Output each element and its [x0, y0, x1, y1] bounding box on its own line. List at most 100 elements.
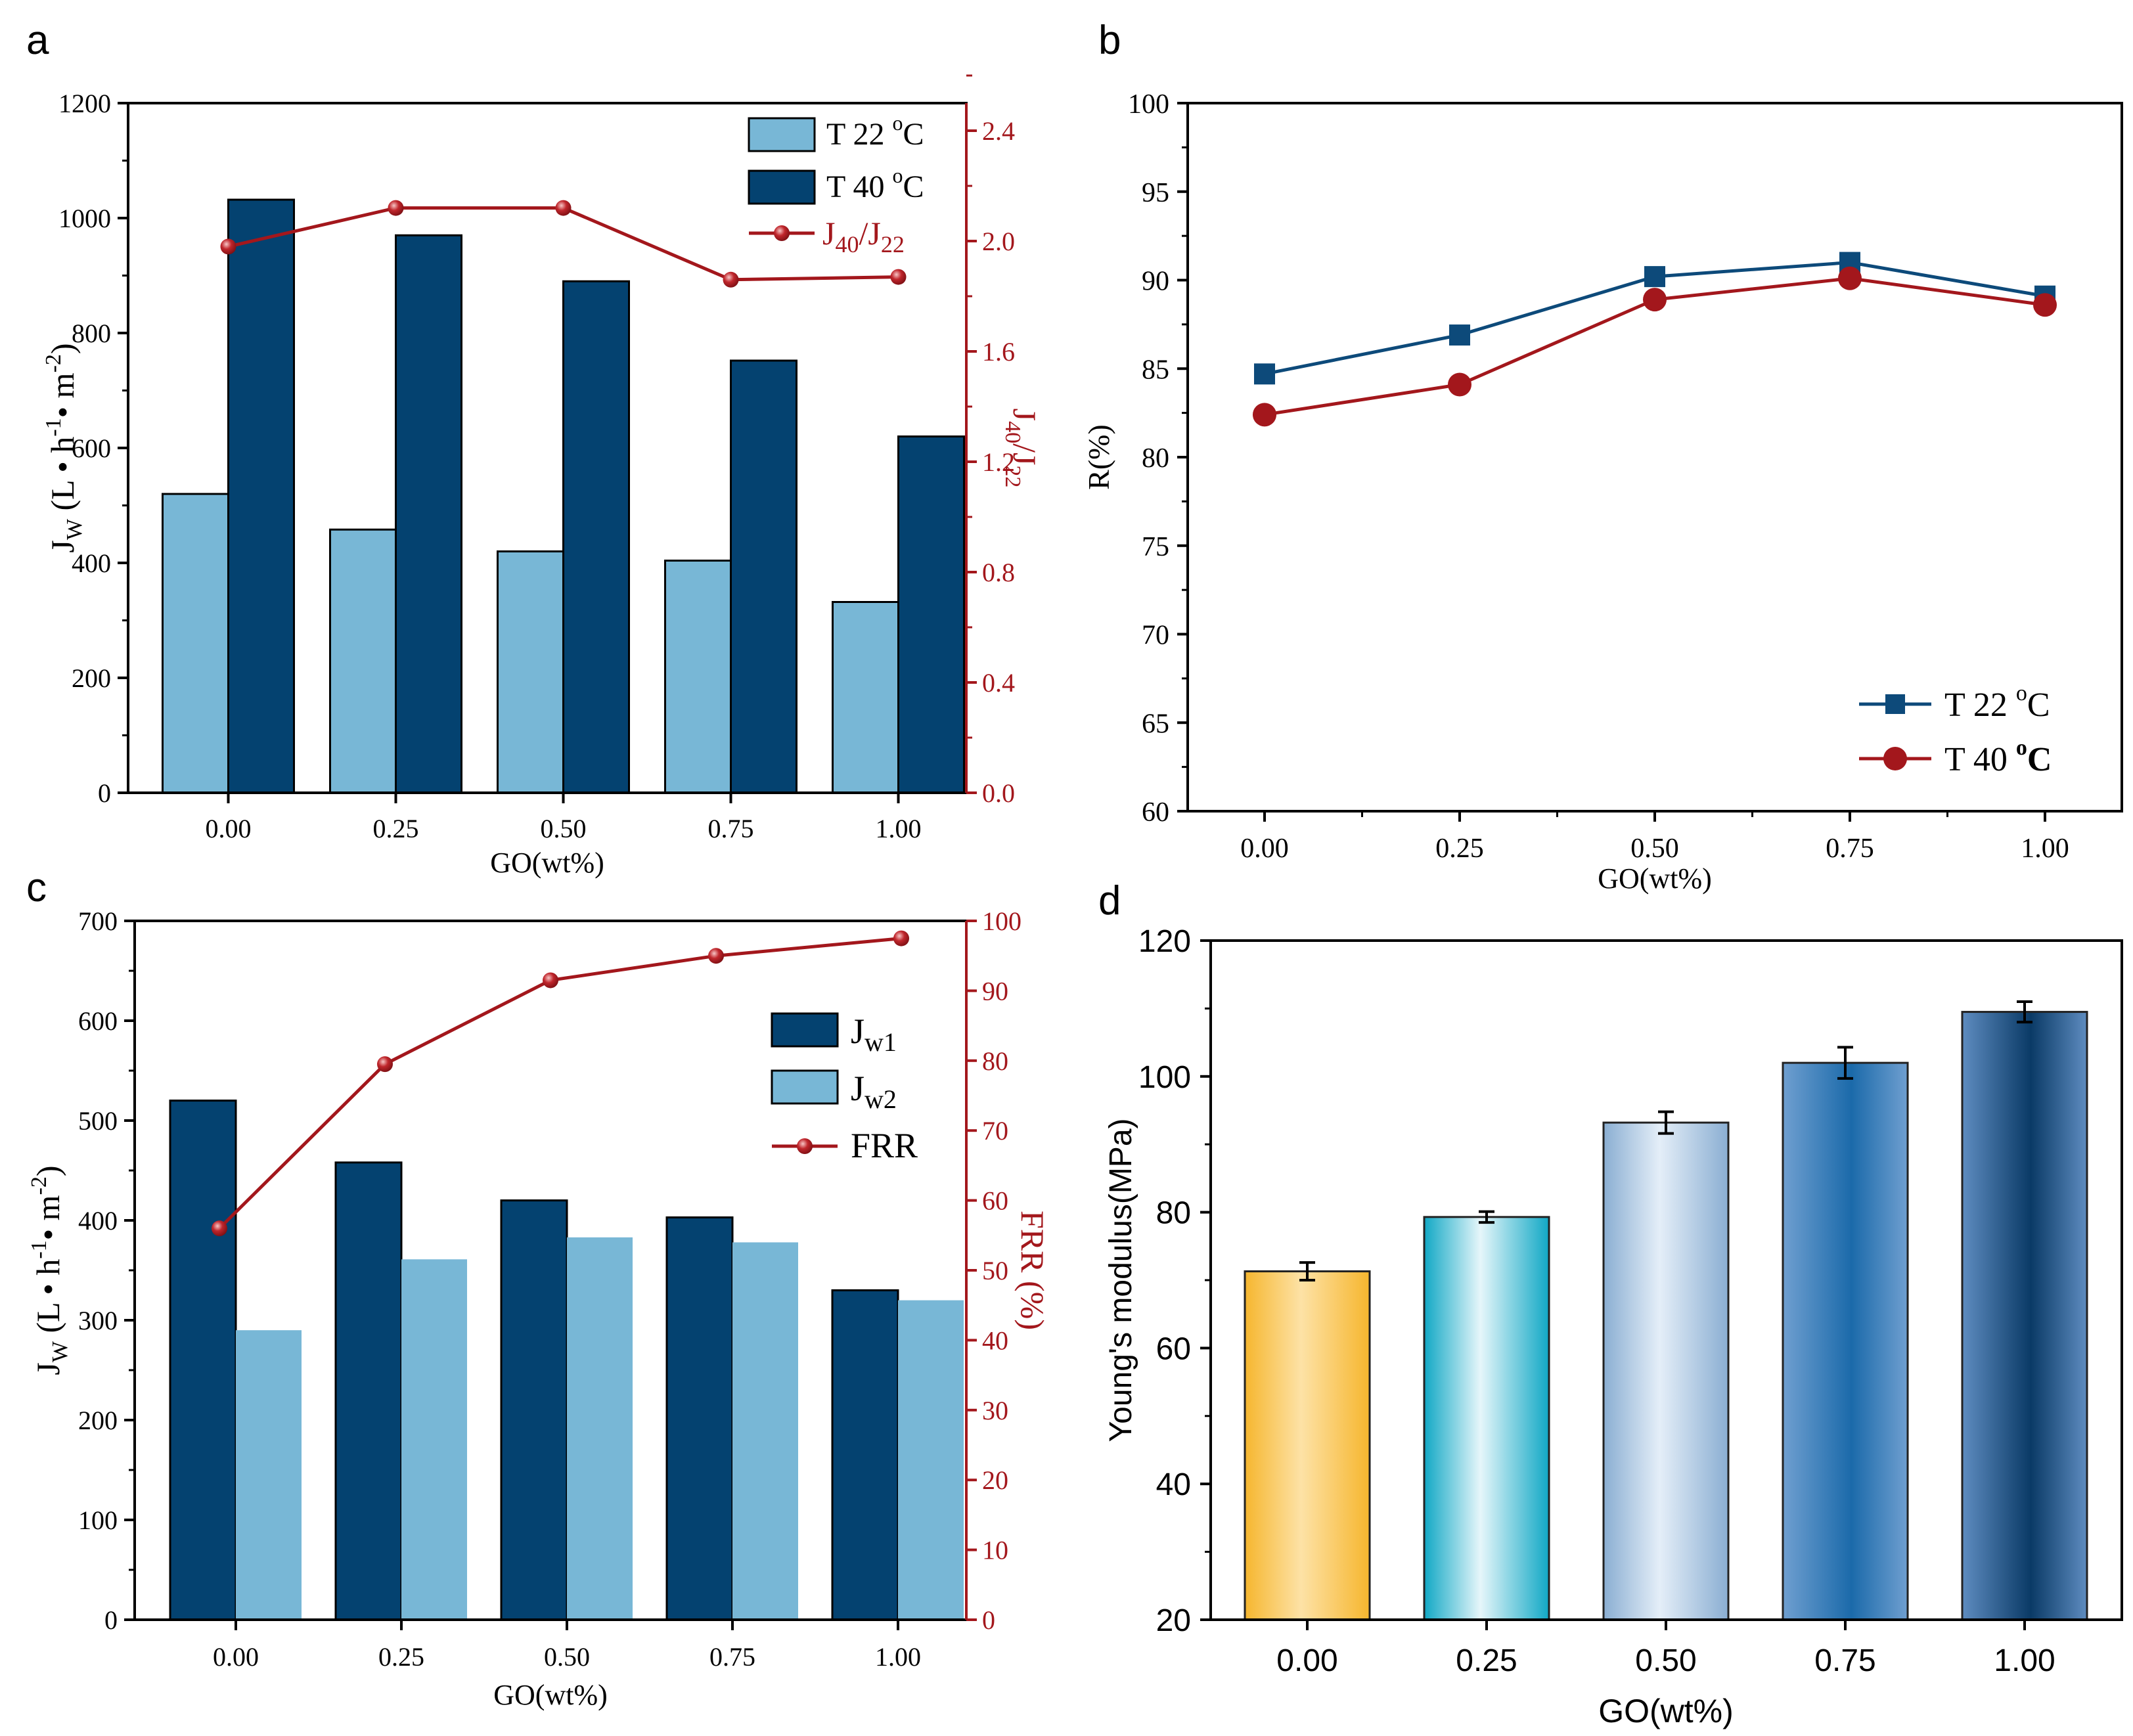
chart-c-bars [169, 1100, 964, 1621]
chart-a-xlabel: GO(wt%) [490, 847, 604, 879]
chart-b-y-ticks: 60 65 70 75 80 85 90 95 100 [1128, 89, 1188, 828]
bar-a-t22-4 [832, 601, 899, 794]
tick-label-b-y-5: 85 [1142, 355, 1169, 385]
tick-label-b-x-3: 0.75 [1826, 834, 1874, 864]
legend-marker-t22 [1885, 694, 1905, 714]
panel-label-c: c [26, 865, 47, 910]
point-c-frr-3 [708, 948, 724, 964]
marker-b-t22-2 [1644, 266, 1665, 288]
tick-label-c-y2-7: 70 [982, 1116, 1008, 1146]
panel-d: 20 40 60 80 100 120 0.00 0.25 0.50 0.75 1.00 GO(w… [1104, 924, 2123, 1729]
tick-label-d-y-2: 60 [1156, 1331, 1191, 1366]
tick-label-d-x-1: 0.25 [1456, 1643, 1517, 1678]
chart-a-bars [162, 198, 965, 794]
tick-label-c-y2-1: 10 [982, 1536, 1008, 1565]
bar-c-jw1-2 [500, 1199, 568, 1621]
tick-label-c-y-6: 600 [78, 1006, 118, 1036]
tick-label-c-y2-10: 100 [982, 906, 1022, 936]
chart-d-ylabel: Young's modulus(MPa) [1104, 1119, 1138, 1442]
chart-a-ylabel: JW (L • h-1• m-2) [41, 343, 87, 552]
tick-label-c-y-0: 0 [104, 1605, 118, 1635]
chart-c-x-ticks: 0.00 0.25 0.50 0.75 1.00 [213, 1620, 921, 1672]
tick-label-c-y2-9: 90 [982, 976, 1008, 1006]
chart-d-x-ticks: 0.00 0.25 0.50 0.75 1.00 [1276, 1620, 2055, 1678]
legend-marker-ratio [774, 225, 790, 241]
marker-b-t40-2 [1643, 288, 1667, 312]
chart-c-y2label: FRR (%) [1014, 1211, 1051, 1330]
tick-label-c-y2-3: 30 [982, 1396, 1008, 1425]
bar-a-t22-1 [329, 528, 397, 794]
tick-label-c-x-1: 0.25 [378, 1642, 424, 1672]
tick-label-d-x-3: 0.75 [1814, 1643, 1875, 1678]
tick-label-c-y-3: 300 [78, 1306, 118, 1335]
marker-b-t40-4 [2033, 293, 2057, 317]
chart-c-ylabel: JW (L • h-1• m-2) [27, 1165, 72, 1375]
chart-c-legend: Jw1 Jw2 FRR [771, 1012, 918, 1165]
chart-d-bars [1244, 1000, 2088, 1621]
tick-label-d-y-4: 100 [1138, 1060, 1191, 1095]
tick-label-a-x-0: 0.00 [206, 814, 252, 843]
chart-b-xlabel: GO(wt%) [1598, 862, 1712, 895]
bar-c-jw1-3 [665, 1216, 734, 1621]
bar-a-t22-0 [162, 493, 229, 794]
tick-label-c-y-4: 400 [78, 1206, 118, 1235]
bar-d-3 [1782, 1061, 1909, 1621]
panel-label-d: d [1098, 878, 1121, 924]
bar-c-jw2-4 [898, 1300, 964, 1620]
tick-label-a-x-2: 0.50 [541, 814, 587, 843]
tick-label-c-x-0: 0.00 [213, 1642, 259, 1672]
legend-label-jw2: Jw2 [851, 1069, 897, 1114]
tick-label-b-x-1: 0.25 [1435, 834, 1484, 864]
panel-label-b: b [1098, 18, 1121, 63]
tick-label-d-x-0: 0.00 [1276, 1643, 1337, 1678]
tick-label-c-y-7: 700 [78, 906, 118, 936]
chart-a-ratio-points [220, 200, 907, 288]
chart-a-legend: T 22 oC T 40 oC J40/J22 [748, 111, 924, 257]
tick-label-c-y-1: 100 [78, 1505, 118, 1535]
chart-a-ratio-line [227, 206, 899, 282]
tick-label-c-y2-8: 80 [982, 1046, 1008, 1076]
chart-c-xlabel: GO(wt%) [493, 1679, 608, 1711]
tick-label-a-y2-3: 1.2 [982, 447, 1015, 477]
chart-b-legend: T 22 oC T 40 oC [1859, 681, 2052, 778]
legend-swatch-jw2 [771, 1069, 839, 1105]
legend-marker-t40 [1883, 747, 1907, 770]
tick-label-a-x-4: 1.00 [876, 814, 922, 843]
chart-b-series [1253, 252, 2057, 427]
legend-swatch-t22 [748, 117, 816, 152]
bar-c-jw2-0 [236, 1330, 302, 1620]
bar-a-t40-2 [562, 280, 630, 794]
bar-a-t40-3 [730, 359, 797, 794]
point-a-ratio-1 [388, 200, 404, 216]
point-a-ratio-2 [555, 200, 572, 216]
tick-label-d-y-3: 80 [1156, 1196, 1191, 1231]
tick-label-a-y-3: 600 [72, 434, 111, 463]
tick-label-c-y-5: 500 [78, 1106, 118, 1136]
bar-c-jw1-0 [169, 1100, 237, 1621]
point-c-frr-2 [543, 972, 558, 989]
legend-marker-frr [797, 1138, 813, 1154]
marker-b-t22-1 [1449, 324, 1470, 346]
point-c-frr-4 [893, 930, 909, 946]
tick-label-b-x-4: 1.00 [2021, 834, 2069, 864]
point-a-ratio-0 [220, 238, 236, 255]
panel-b: 60 65 70 75 80 85 90 95 100 0.00 0.25 0.50 0.75 1.00… [1082, 89, 2123, 895]
chart-d-y-ticks: 20 40 60 80 100 120 [1138, 924, 1211, 1638]
legend-label-b-t40: T 40 oC [1944, 736, 2052, 778]
chart-a-y2-ticks: 0.0 0.4 0.8 1.2 1.6 2.0 2.4 [966, 74, 1015, 808]
tick-label-a-y2-0: 0.0 [982, 778, 1015, 808]
marker-b-t40-0 [1253, 403, 1276, 427]
tick-label-c-y-2: 200 [78, 1406, 118, 1435]
tick-label-b-y-0: 60 [1142, 797, 1169, 828]
tick-label-d-x-4: 1.00 [1994, 1643, 2055, 1678]
bar-c-jw2-2 [567, 1237, 633, 1620]
tick-label-a-y2-6: 2.4 [982, 116, 1015, 146]
point-c-frr-1 [377, 1056, 393, 1073]
legend-label-frr: FRR [851, 1126, 918, 1165]
panel-c: 0 100 200 300 400 500 600 700 0 10 20 30 40 50 60 70 80… [27, 906, 1051, 1711]
bar-c-jw2-1 [401, 1259, 467, 1620]
chart-c-y2-ticks: 0 10 20 30 40 50 60 70 80 90 100 [966, 906, 1022, 1635]
tick-label-c-y2-4: 40 [982, 1325, 1008, 1355]
legend-label-ratio: J40/J22 [822, 215, 905, 257]
chart-a-y-ticks: 0 200 400 600 800 1000 1200 [58, 89, 128, 808]
